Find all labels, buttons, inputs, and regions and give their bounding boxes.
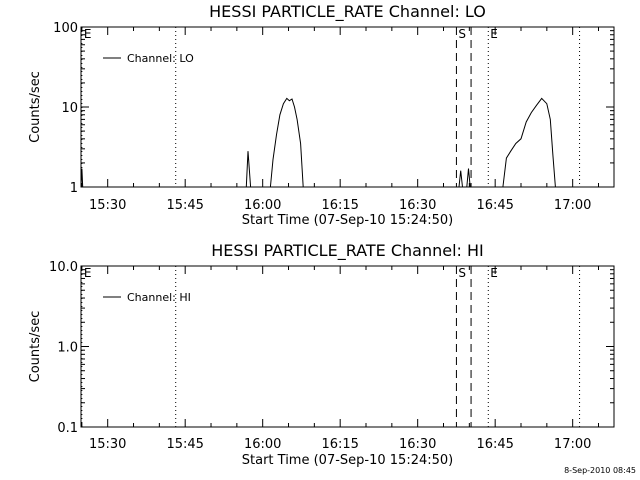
plot-frame xyxy=(80,26,615,188)
x-tick-label: 15:30 xyxy=(89,437,126,452)
x-tick-label: 16:45 xyxy=(476,437,513,452)
x-tick-label: 16:45 xyxy=(476,198,513,213)
chart-title: HESSI PARTICLE_RATE Channel: HI xyxy=(211,241,484,261)
chart-title: HESSI PARTICLE_RATE Channel: LO xyxy=(209,2,486,22)
legend-label: Channel: LO xyxy=(127,52,194,65)
y-tick-label: 10 xyxy=(61,101,78,116)
y-axis-label: Counts/sec xyxy=(28,71,43,143)
series-line-segment xyxy=(245,151,252,188)
event-marker-label: S xyxy=(458,266,466,280)
x-tick-label: 15:45 xyxy=(166,198,203,213)
series-line-segment xyxy=(502,97,556,188)
x-tick-label: 16:30 xyxy=(399,437,436,452)
y-tick-label: 1 xyxy=(70,181,78,196)
y-axis-label: Counts/sec xyxy=(28,311,43,383)
chart-panel-hi: HESSI PARTICLE_RATE Channel: HI 15:30 15:4… xyxy=(28,241,615,468)
y-tick-label: 0.1 xyxy=(57,421,78,436)
event-marker-label: S xyxy=(458,27,466,41)
series-line-segment xyxy=(80,168,84,188)
x-tick-label: 16:15 xyxy=(321,437,358,452)
x-tick-label: 16:00 xyxy=(244,198,281,213)
x-axis-label: Start Time (07-Sep-10 15:24:50) xyxy=(242,453,453,468)
y-tick-label: 10.0 xyxy=(49,260,78,275)
event-marker-label: E xyxy=(490,266,498,280)
series-line-segment xyxy=(466,168,471,188)
x-tick-label: 17:00 xyxy=(554,198,591,213)
event-marker-label: E xyxy=(84,266,92,280)
series-line-segment xyxy=(458,170,463,188)
event-marker-label: E xyxy=(84,27,92,41)
x-tick-label: 15:30 xyxy=(89,198,126,213)
footer-timestamp: 8-Sep-2010 08:45 xyxy=(564,466,636,475)
legend-label: Channel: HI xyxy=(127,291,191,304)
x-tick-label: 16:00 xyxy=(244,437,281,452)
x-tick-label: 16:30 xyxy=(399,198,436,213)
x-tick-label: 15:45 xyxy=(166,437,203,452)
x-axis-label: Start Time (07-Sep-10 15:24:50) xyxy=(242,213,453,228)
y-tick-label: 100 xyxy=(53,21,78,36)
x-tick-label: 16:15 xyxy=(321,198,358,213)
y-tick-label: 1.0 xyxy=(57,341,78,356)
x-tick-label: 17:00 xyxy=(554,437,591,452)
chart-panel-lo: HESSI PARTICLE_RATE Channel: LO 15:30 15:4… xyxy=(28,2,615,228)
event-marker-label: E xyxy=(490,27,498,41)
series-line-segment xyxy=(269,97,304,188)
